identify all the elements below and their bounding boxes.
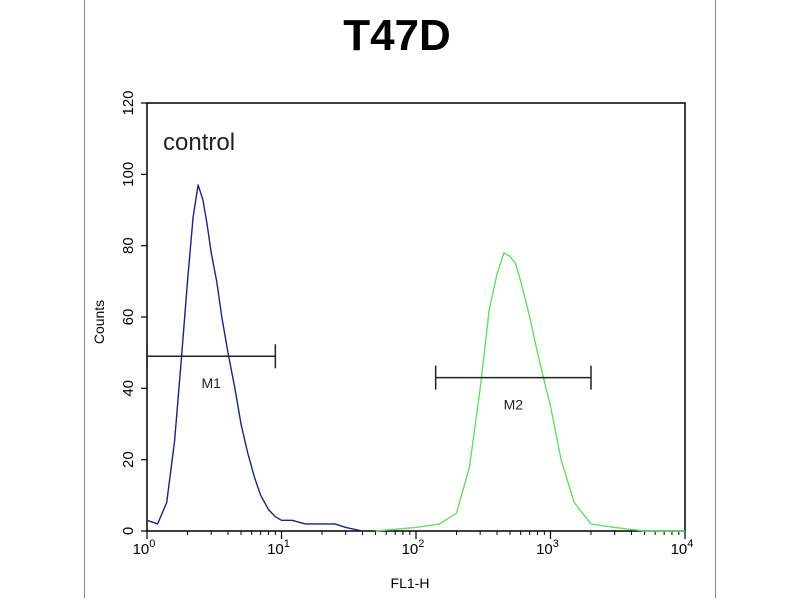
y-tick-label: 40 <box>120 380 137 397</box>
y-tick-label: 20 <box>120 451 137 468</box>
x-tick-label: 100 <box>133 538 156 558</box>
y-axis-label: Counts <box>91 300 107 344</box>
x-tick-label: 103 <box>536 538 559 558</box>
x-tick-label: 102 <box>402 538 425 558</box>
y-tick-label: 100 <box>120 162 137 187</box>
series-line-2 <box>375 252 685 532</box>
x-axis-label: FL1-H <box>391 575 430 591</box>
marker-M2-label: M2 <box>504 397 524 413</box>
figure-frame <box>84 0 716 598</box>
y-tick-label: 120 <box>120 90 137 115</box>
plot-area <box>146 102 686 532</box>
y-tick-label: 0 <box>120 527 137 535</box>
control-annotation: control <box>163 129 235 156</box>
x-axis: 100 101 102 103 104 <box>133 531 694 558</box>
marker-M1-label: M1 <box>201 375 221 391</box>
series-layer <box>146 184 685 532</box>
y-tick-label: 80 <box>120 237 137 254</box>
series-line-1 <box>146 184 363 532</box>
x-tick-label: 101 <box>267 538 290 558</box>
x-tick-label: 104 <box>671 538 694 558</box>
markers-layer: M1 M2 <box>146 344 592 413</box>
y-tick-label: 60 <box>120 309 137 326</box>
y-axis: 0 20 40 60 80 100 120 <box>120 90 147 535</box>
chart-title: T47D <box>343 11 451 60</box>
